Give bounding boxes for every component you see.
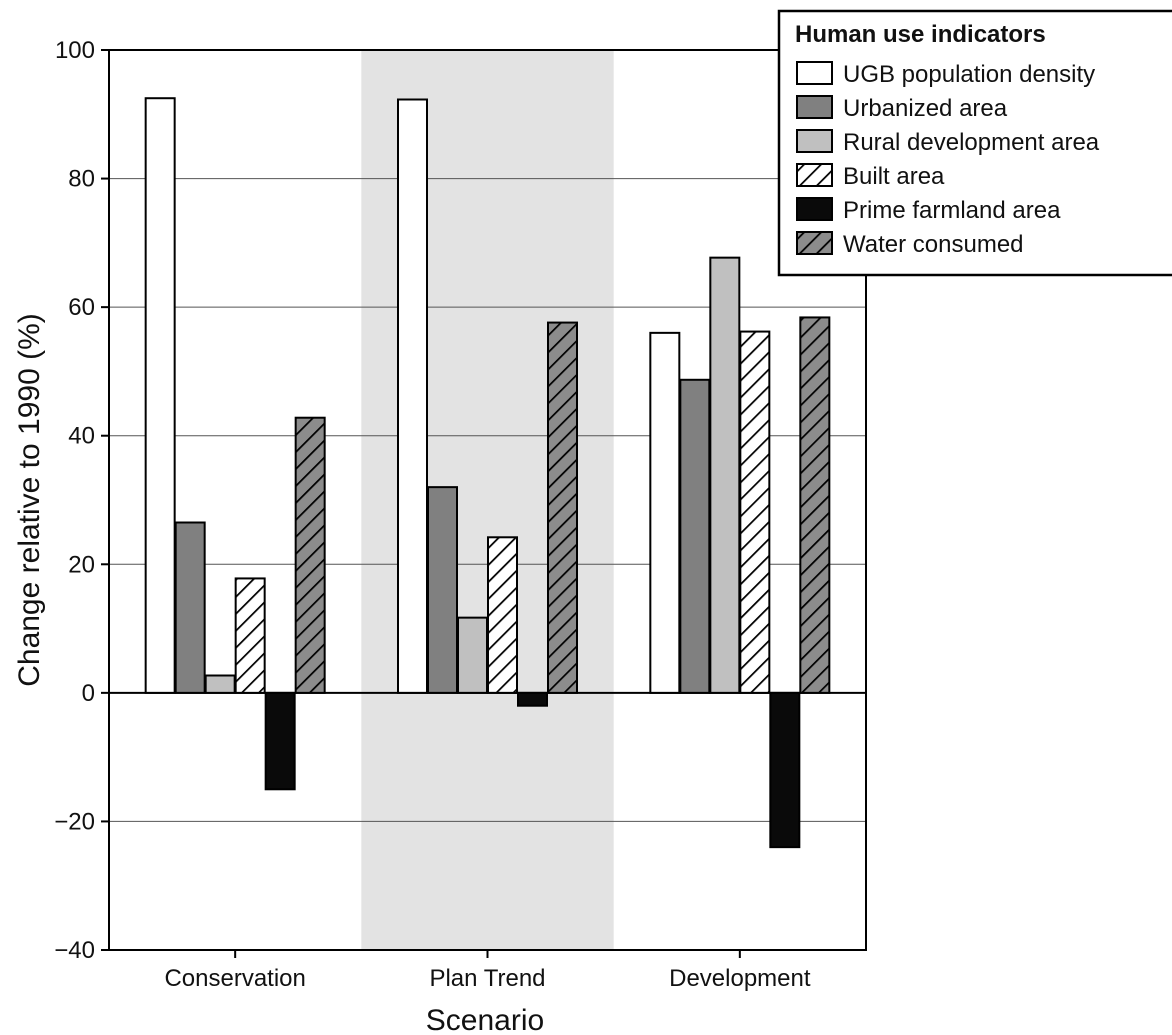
bar-plan-trend-water-consumed xyxy=(547,321,578,694)
bar-development-water-consumed xyxy=(799,316,831,694)
legend-swatch-rural-development-area xyxy=(796,129,833,153)
y-tick-label: 0 xyxy=(82,680,95,707)
legend-title: Human use indicators xyxy=(795,21,1046,48)
bar-plan-trend-ugb-population-density xyxy=(397,98,428,694)
legend-swatch-water-consumed xyxy=(796,231,833,255)
legend-swatch-urbanized-area xyxy=(796,95,833,119)
x-tick-label-conservation: Conservation xyxy=(164,965,305,992)
y-tick-label: −40 xyxy=(54,937,95,964)
legend-label-built-area: Built area xyxy=(843,163,945,190)
x-tick-label-development: Development xyxy=(669,965,811,992)
bar-plan-trend-prime-farmland-area xyxy=(517,691,548,707)
bar-development-prime-farmland-area xyxy=(769,691,801,849)
y-tick-label: 100 xyxy=(55,37,95,64)
bar-development-rural-development-area xyxy=(709,256,741,694)
legend-swatch-prime-farmland-area xyxy=(796,197,833,221)
legend: Human use indicators UGB population dens… xyxy=(777,9,1172,277)
y-axis-title: Change relative to 1990 (%) xyxy=(13,313,46,687)
y-tick-label: 20 xyxy=(68,551,95,578)
y-tick-label: 40 xyxy=(68,423,95,450)
legend-label-rural-development-area: Rural development area xyxy=(843,129,1100,156)
bar-conservation-prime-farmland-area xyxy=(264,691,296,791)
bar-development-built-area xyxy=(739,330,771,694)
legend-swatch-built-area xyxy=(796,163,833,187)
y-tick-label: −20 xyxy=(54,808,95,835)
legend-swatch-ugb-population-density xyxy=(796,61,833,85)
bar-conservation-urbanized-area xyxy=(174,521,206,694)
bar-plan-trend-urbanized-area xyxy=(427,486,458,694)
bar-plan-trend-rural-development-area xyxy=(457,616,488,694)
bar-development-ugb-population-density xyxy=(649,331,681,694)
bar-conservation-water-consumed xyxy=(294,416,326,694)
legend-box xyxy=(777,9,1172,277)
y-tick-label: 60 xyxy=(68,294,95,321)
bar-conservation-ugb-population-density xyxy=(144,97,176,694)
y-tick-label: 80 xyxy=(68,166,95,193)
legend-label-prime-farmland-area: Prime farmland area xyxy=(843,197,1061,224)
x-axis-title: Scenario xyxy=(426,1004,544,1035)
legend-label-ugb-population-density: UGB population density xyxy=(843,61,1095,88)
bar-development-urbanized-area xyxy=(679,378,711,694)
bar-conservation-rural-development-area xyxy=(204,674,236,694)
bar-conservation-built-area xyxy=(234,577,266,694)
legend-label-water-consumed: Water consumed xyxy=(843,231,1024,258)
bar-plan-trend-built-area xyxy=(487,536,518,694)
legend-label-urbanized-area: Urbanized area xyxy=(843,95,1008,122)
x-tick-label-plan-trend: Plan Trend xyxy=(429,965,545,992)
